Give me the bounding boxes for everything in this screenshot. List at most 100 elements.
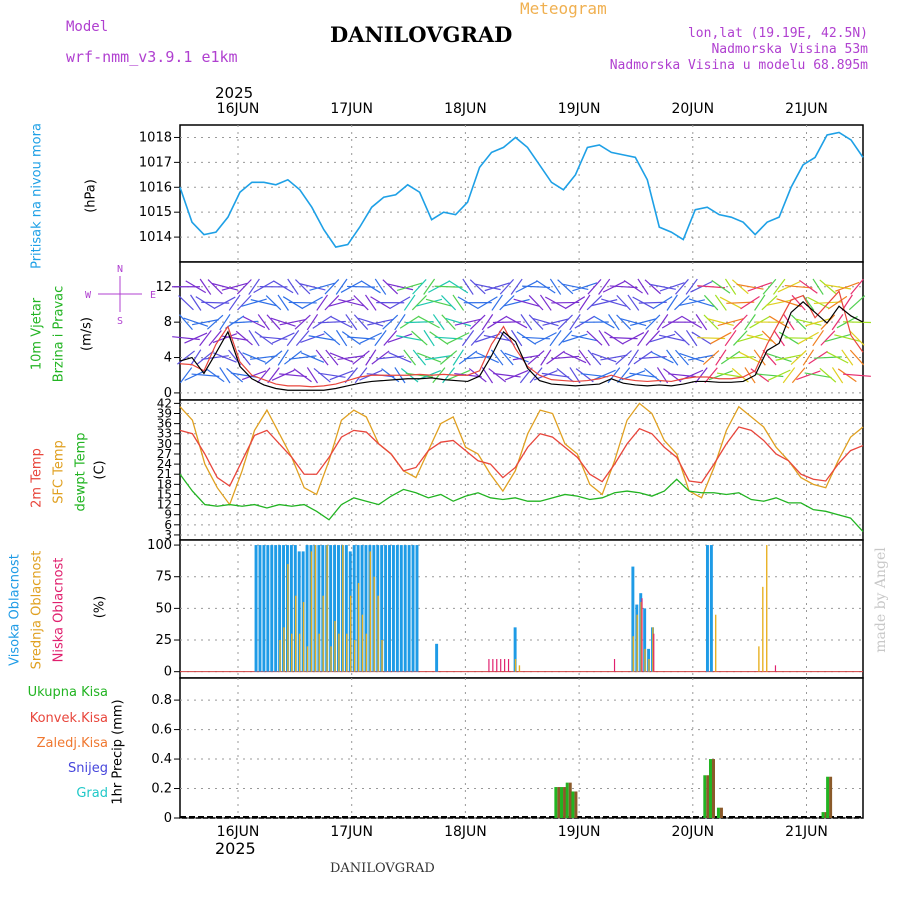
wind-barb <box>754 294 766 311</box>
wind-barb <box>185 280 207 294</box>
model-name: wrf-nmm_v3.9.1 e1km <box>66 48 238 66</box>
convective-precip-bar <box>706 775 710 818</box>
high-cloud-bar <box>266 545 270 672</box>
high-cloud-bar <box>262 545 266 672</box>
high-cloud-bar <box>391 545 395 672</box>
y-tick-label: 1018 <box>139 130 172 145</box>
wind-barb <box>243 316 266 329</box>
mid-cloud-bar <box>632 636 634 672</box>
wind-barb <box>746 334 773 342</box>
total-precip-bar <box>716 807 720 818</box>
model-label: Model <box>66 19 109 35</box>
mid-cloud-bar <box>365 633 368 672</box>
wind-barb <box>199 278 212 295</box>
high-cloud-bar <box>258 545 262 672</box>
high-cloud-bar <box>709 545 713 672</box>
low-cloud-bar <box>496 659 498 672</box>
wind-gust-line <box>179 289 864 388</box>
wind-barb <box>389 296 411 310</box>
y-tick-label: 25 <box>155 633 172 648</box>
high-cloud-bar <box>337 545 340 672</box>
wind-barb <box>679 352 705 363</box>
wind-barb <box>675 349 689 366</box>
total-precip-bar <box>708 759 712 818</box>
wind-barb <box>569 314 581 331</box>
wind-barb <box>190 294 202 311</box>
wind-barb <box>685 278 698 295</box>
wind-barb <box>257 314 270 331</box>
wind-barb <box>813 301 842 305</box>
wind-barb <box>295 330 310 346</box>
wind-barb <box>367 318 394 326</box>
mid-cloud-bar <box>715 614 717 672</box>
wind-barb <box>265 295 282 311</box>
x-tick-label-top: 18JUN <box>444 101 487 117</box>
mid-cloud-bar <box>346 633 348 672</box>
wind-barb <box>834 334 861 342</box>
wind-barb <box>403 349 417 366</box>
x-tick-label-bottom: 17JUN <box>330 824 373 840</box>
high-cloud-bar <box>380 545 384 672</box>
wind-barb <box>586 330 603 346</box>
wind-barb <box>773 329 785 347</box>
compass-letter: W <box>85 290 92 301</box>
wind-barb <box>301 296 323 309</box>
wind-barb <box>358 317 384 327</box>
wind-barb <box>313 367 331 383</box>
convective-precip-bar <box>824 812 828 818</box>
wind-barb <box>702 350 720 365</box>
y-tick-label: 12 <box>157 498 172 512</box>
x-tick-label-bottom: 16JUN <box>217 824 260 840</box>
wind-barb <box>475 333 500 343</box>
mid-cloud-bar <box>373 576 375 672</box>
mid-cloud-bar <box>318 633 320 672</box>
wind-barb <box>849 330 865 346</box>
wind-barb <box>360 280 381 294</box>
wind-barb <box>586 295 603 311</box>
mid-cloud-bar <box>298 633 301 672</box>
wind-barb <box>248 278 260 295</box>
wind-barb <box>295 279 311 295</box>
x-tick-label-top: 21JUN <box>785 101 828 117</box>
high-cloud-bar <box>407 545 411 672</box>
wind-barb <box>458 350 478 365</box>
wind-barb <box>481 367 494 384</box>
high-cloud-bar <box>643 608 647 672</box>
wind-barb <box>219 314 231 331</box>
y-tick-label: 3 <box>164 528 172 542</box>
panel-frame <box>179 677 864 819</box>
wind-barb <box>299 283 326 291</box>
wind-barb <box>412 279 427 295</box>
wind-barb <box>324 279 340 295</box>
wind-barb <box>823 283 852 290</box>
total-precip-bar <box>560 787 564 818</box>
wind-barb <box>254 331 274 346</box>
wind-barb <box>733 330 748 346</box>
wind-barb <box>279 318 307 326</box>
wind-barb <box>790 350 807 366</box>
total-precip-bar <box>821 812 825 818</box>
panel-precip: 0 0.2 0.4 0.6 0.8 <box>151 677 864 826</box>
wind-barb <box>633 350 653 365</box>
high-cloud-bar <box>360 545 364 672</box>
wind-barb <box>345 314 358 331</box>
total-precip-bar <box>565 782 569 818</box>
wind-barb <box>267 367 280 384</box>
wind-barb <box>776 298 802 308</box>
wind-barb <box>598 278 611 295</box>
wind-barb <box>335 278 348 295</box>
mid-cloud-bar <box>310 551 313 672</box>
wind-barb <box>717 318 744 327</box>
wind-barb <box>423 278 436 295</box>
wind-barb <box>383 330 398 346</box>
wind-barb <box>205 368 225 383</box>
wind-barb <box>425 298 452 307</box>
y-tick-label: 0.4 <box>151 752 172 767</box>
convective-precip-bar <box>711 759 715 818</box>
wind-barb <box>761 295 778 311</box>
wind-barb <box>201 355 229 360</box>
x-tick-label-bottom: 20JUN <box>671 824 714 840</box>
high-cloud-bar <box>329 545 333 672</box>
wind-barb <box>827 295 848 310</box>
wind-barb <box>477 296 498 310</box>
